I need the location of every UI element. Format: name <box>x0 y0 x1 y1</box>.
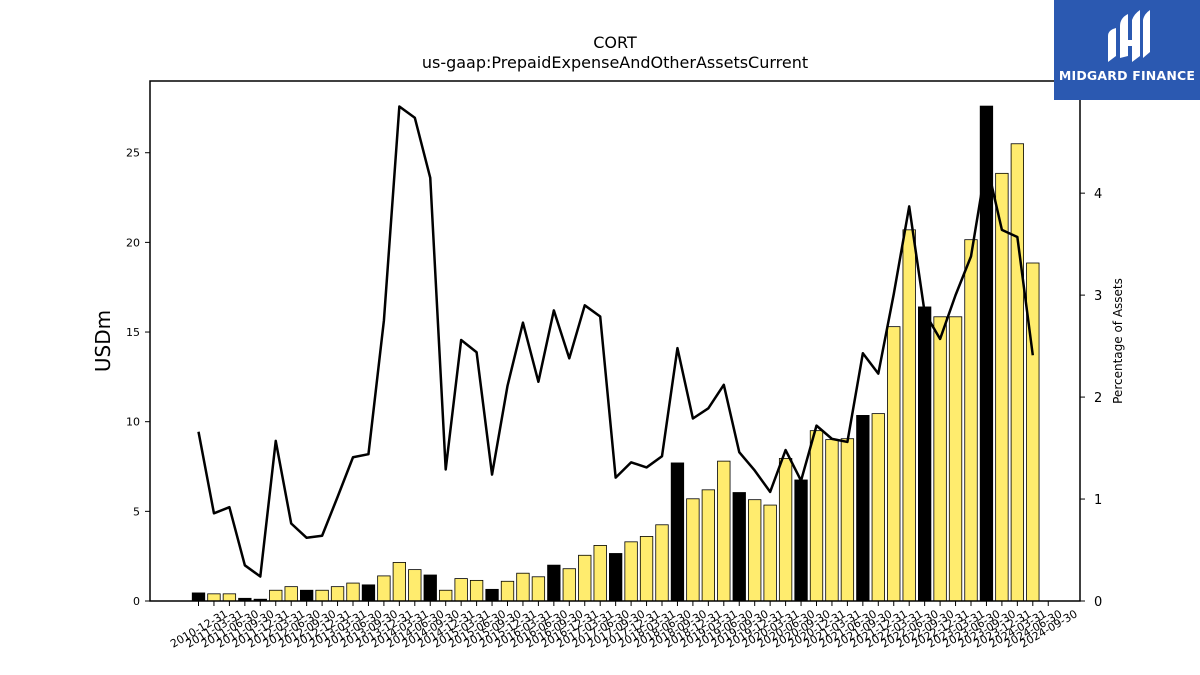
x-axis: 2010-12-312011-03-312011-06-302011-09-30… <box>168 601 1080 651</box>
bar <box>686 498 700 602</box>
bar <box>624 541 638 602</box>
y-axis-right: 0 1 2 3 4 <box>1080 187 1102 610</box>
bar <box>392 562 407 602</box>
brand-name: MIDGARD FINANCE <box>1058 68 1196 83</box>
bar <box>469 579 484 602</box>
bar <box>609 553 623 602</box>
y-tick-label: 10 <box>126 416 140 429</box>
bar <box>593 545 607 602</box>
chart-title: CORT <box>593 33 637 52</box>
plot-frame <box>149 80 1081 602</box>
bar <box>902 229 916 602</box>
bar <box>856 415 870 602</box>
bar <box>361 584 376 602</box>
y2-tick-label: 1 <box>1094 493 1102 508</box>
line-path <box>197 105 1035 578</box>
bar <box>701 489 715 602</box>
line-series <box>197 105 1035 578</box>
bar <box>222 593 237 602</box>
bar <box>840 438 855 602</box>
bar <box>748 499 762 602</box>
bar <box>330 586 345 602</box>
bar <box>639 536 654 602</box>
y2-tick-label: 4 <box>1094 187 1102 202</box>
bar <box>454 578 468 602</box>
bar <box>269 589 283 602</box>
bar <box>933 316 947 602</box>
bar <box>207 593 221 602</box>
bar <box>948 316 963 602</box>
bar <box>825 439 839 602</box>
brand-badge: MIDGARD FINANCE <box>1054 0 1200 100</box>
y-tick-label: 25 <box>126 147 140 160</box>
bar <box>516 572 530 602</box>
midgard-logo-icon <box>1108 10 1150 62</box>
bar <box>964 239 978 602</box>
bar <box>485 588 499 602</box>
bar <box>346 582 360 602</box>
y2-tick-label: 2 <box>1094 391 1102 406</box>
bar <box>995 172 1009 602</box>
y-tick-label: 0 <box>133 595 140 608</box>
bar <box>717 460 731 602</box>
chart-subtitle: us-gaap:PrepaidExpenseAndOtherAssetsCurr… <box>422 53 808 72</box>
bar <box>299 589 314 602</box>
bar <box>871 413 885 602</box>
bar <box>408 569 422 602</box>
bar <box>670 462 685 602</box>
bar-series <box>191 105 1040 602</box>
bar <box>578 554 592 602</box>
bar <box>655 524 669 602</box>
bar <box>918 306 932 602</box>
bar <box>377 575 391 602</box>
bar <box>763 504 777 602</box>
y-axis-label: USDm <box>91 310 115 372</box>
bar <box>562 568 576 602</box>
bar <box>547 564 561 602</box>
bar <box>1010 143 1024 602</box>
bar <box>732 492 746 602</box>
y2-axis-label: Percentage of Assets <box>1111 278 1125 404</box>
y-tick-label: 5 <box>133 505 140 518</box>
bar <box>531 576 546 602</box>
bar <box>315 589 329 602</box>
bar <box>809 430 824 602</box>
y-axis-left: 0 5 10 15 20 25 <box>126 147 150 608</box>
y2-tick-label: 0 <box>1094 595 1102 610</box>
bar <box>887 326 901 602</box>
bar <box>439 589 453 602</box>
bar <box>778 458 793 602</box>
bar <box>500 580 515 602</box>
y2-tick-label: 3 <box>1094 289 1102 304</box>
bar <box>284 586 298 602</box>
bar <box>191 592 206 602</box>
bar <box>794 479 808 602</box>
y-tick-label: 15 <box>126 326 140 339</box>
y-tick-label: 20 <box>126 236 140 249</box>
bar <box>423 574 437 602</box>
